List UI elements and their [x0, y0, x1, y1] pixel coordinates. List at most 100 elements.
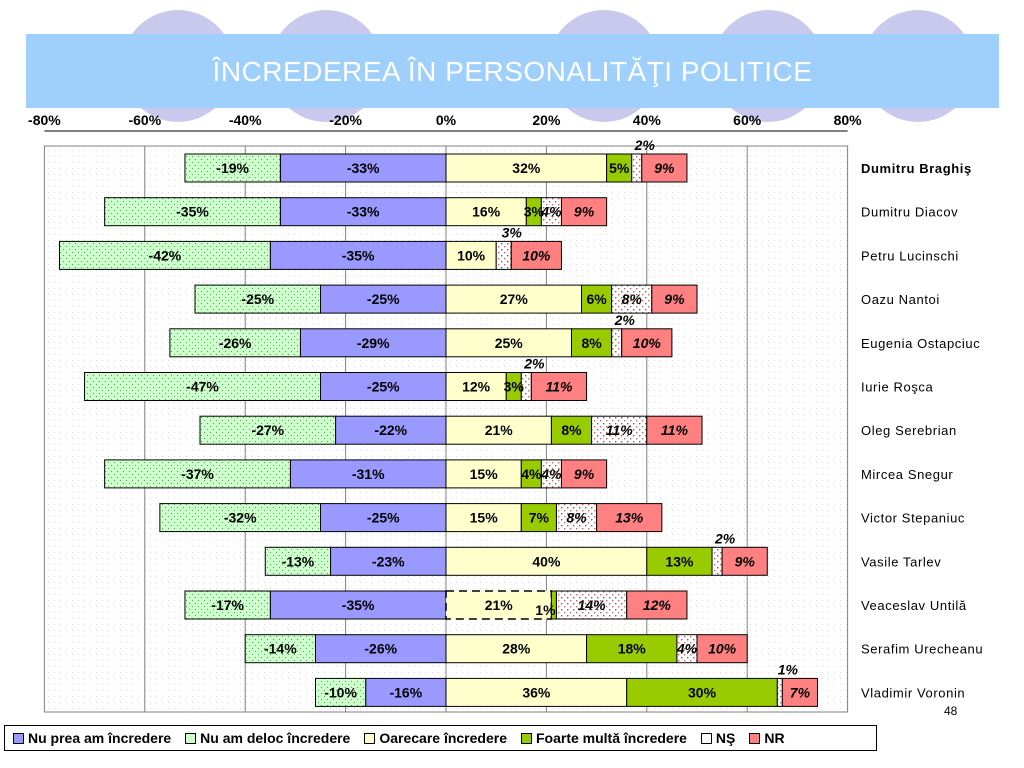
bar-ns [776, 677, 783, 707]
data-label: 8% [566, 510, 587, 526]
category-label: Veaceslav Untilă [861, 598, 967, 613]
data-label: 32% [512, 160, 541, 176]
bar-nr [641, 153, 688, 183]
bar-nr [781, 677, 818, 707]
data-label: -33% [347, 204, 380, 220]
bar-nu-deloc [184, 153, 281, 183]
category-label: Oazu Nantoi [861, 292, 940, 307]
data-label: -35% [342, 247, 375, 263]
bar-ns [591, 415, 648, 445]
data-label: -10% [324, 684, 357, 700]
data-label: -25% [241, 291, 274, 307]
bar-ns [611, 328, 623, 358]
data-label: 1% [535, 602, 556, 618]
category-label: Victor Stepaniuc [861, 511, 965, 526]
data-label: 25% [495, 335, 524, 351]
data-label: 9% [574, 204, 595, 220]
bar-ns [711, 546, 723, 576]
bar-nu-deloc [184, 590, 271, 620]
bar-nu-deloc [244, 634, 316, 664]
bar-nr [621, 328, 673, 358]
data-label: -25% [367, 291, 400, 307]
data-label: 16% [472, 204, 501, 220]
bar-foarte [626, 677, 778, 707]
legend-label: NR [764, 730, 785, 746]
bar-nr [530, 372, 588, 401]
legend-label: Nu am deloc încredere [200, 730, 351, 746]
data-label: 21% [485, 422, 514, 438]
bar-nu-prea [314, 634, 447, 664]
page-number: 48 [944, 704, 958, 718]
category-label: Dumitru Braghiş [861, 161, 972, 176]
category-label: Dumitru Diacov [861, 205, 958, 220]
legend-swatch [13, 732, 24, 744]
legend-label: Nu prea am încredere [28, 730, 172, 746]
data-label: 2% [523, 356, 545, 372]
data-label: -25% [367, 379, 400, 395]
data-label: 4% [521, 466, 542, 482]
bar-oarecare [445, 415, 552, 445]
data-label: 28% [502, 641, 531, 657]
bar-nu-deloc [159, 503, 321, 533]
bar-nr [626, 590, 688, 620]
data-label: 11% [606, 422, 634, 438]
data-label: 4% [676, 641, 698, 657]
data-label: 14% [578, 597, 607, 613]
data-label: 3% [502, 224, 523, 240]
data-label: 2% [714, 530, 736, 546]
data-label: -37% [181, 466, 214, 482]
bar-oarecare [445, 634, 588, 664]
data-label: -31% [352, 466, 385, 482]
bar-nu-deloc [169, 328, 301, 358]
x-tick-label: -20% [329, 112, 362, 128]
data-label: 27% [500, 291, 529, 307]
data-label: 9% [654, 160, 675, 176]
bar-nu-prea [269, 590, 447, 620]
bar-nr [696, 634, 748, 664]
legend-item-foarte: Foarte multă încredere [520, 730, 687, 746]
data-label: -47% [186, 379, 219, 395]
legend-swatch [364, 732, 376, 744]
bar-nu-prea [320, 503, 447, 533]
bar-oarecare [445, 590, 553, 620]
data-label: 5% [609, 160, 630, 176]
legend-swatch [185, 732, 197, 744]
legend-item-nu_prea: Nu prea am încredere [13, 730, 171, 746]
bar-ns [631, 153, 643, 183]
data-label: 9% [664, 291, 685, 307]
bar-nu-prea [279, 153, 447, 183]
data-label: 40% [532, 553, 561, 569]
category-label: Serafim Urecheanu [861, 642, 983, 657]
x-tick-label: -80% [28, 112, 61, 128]
x-tick-label: 80% [834, 112, 863, 128]
data-label: 2% [634, 137, 656, 153]
data-label: 10% [633, 335, 662, 351]
bar-foarte [520, 503, 557, 533]
bar-nu-prea [279, 197, 447, 227]
bar-oarecare [445, 677, 628, 707]
bar-nu-deloc [104, 197, 281, 227]
data-label: 4% [540, 204, 562, 220]
data-label: 11% [661, 422, 689, 438]
data-label: 9% [735, 553, 756, 569]
data-label: -13% [282, 553, 315, 569]
data-label: 36% [522, 684, 551, 700]
data-label: 3% [504, 379, 525, 395]
bar-nu-prea [320, 372, 447, 401]
data-label: 30% [688, 684, 717, 700]
data-label: -26% [219, 335, 252, 351]
legend-label: NŞ [715, 730, 736, 746]
data-label: -22% [374, 422, 407, 438]
legend-item-nu_deloc: Nu am deloc încredere [185, 730, 350, 746]
x-tick-label: -40% [229, 112, 262, 128]
bar-nr [596, 503, 663, 533]
category-label: Petru Lucinschi [861, 248, 959, 263]
legend-swatch [700, 732, 712, 744]
x-tick-label: 40% [633, 112, 662, 128]
trust-chart: -33%-19% 32% 5%2%9%-33%-35% 16% 3%4% 9%-35%-4… [28, 112, 983, 713]
chart-legend: Nu prea am încredere Nu am deloc încreder… [4, 725, 877, 751]
bar-nu-deloc [264, 546, 332, 576]
data-label: 10% [522, 247, 551, 263]
data-label: 2% [614, 312, 636, 328]
title-banner: ÎNCREDEREA ÎN PERSONALITĂŢI POLITICE [26, 34, 999, 108]
